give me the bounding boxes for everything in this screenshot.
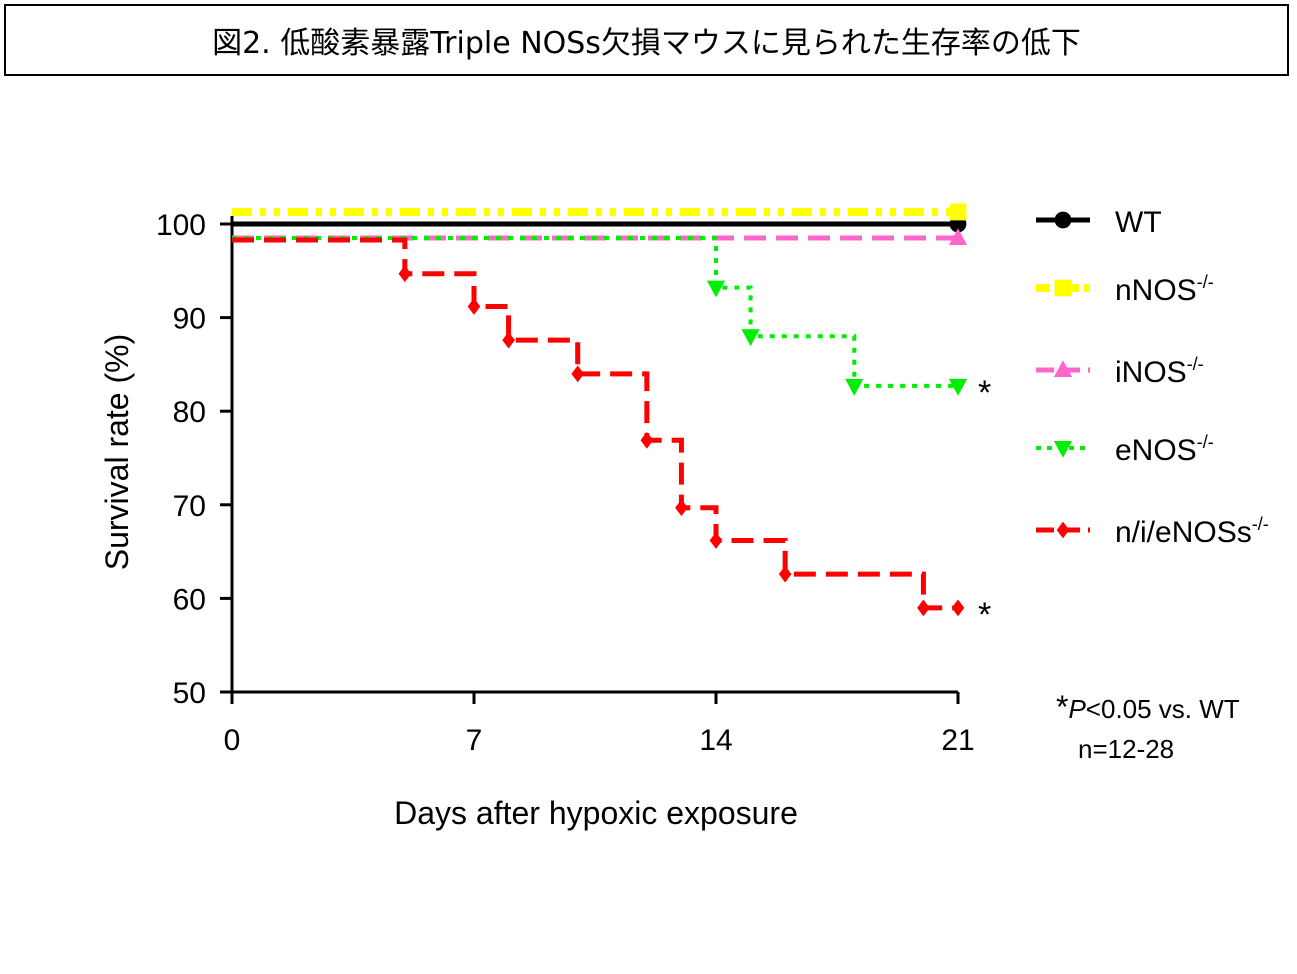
legend-label: WT xyxy=(1115,206,1162,239)
legend-marker xyxy=(1053,360,1073,377)
x-tick-label: 7 xyxy=(466,724,483,757)
x-tick-label: 0 xyxy=(224,724,241,757)
series-layer: ** xyxy=(232,203,991,634)
data-point xyxy=(398,265,412,283)
legend-marker xyxy=(1056,521,1070,539)
data-point xyxy=(951,599,965,617)
x-tick-label: 14 xyxy=(699,724,732,757)
data-point xyxy=(741,329,760,347)
data-point xyxy=(845,378,864,396)
series-n-i-enoss xyxy=(232,237,965,617)
n-note: n=12-28 xyxy=(1078,734,1174,764)
data-point xyxy=(640,431,654,449)
legend-item-nnos: nNOS-/- xyxy=(1036,272,1214,307)
figure-title: 図2. 低酸素暴露Triple NOSs欠損マウスに見られた生存率の低下 xyxy=(4,4,1289,76)
x-tick-label: 21 xyxy=(941,724,974,757)
legend-marker xyxy=(1053,441,1073,458)
significance-star: * xyxy=(978,374,991,412)
legend-marker xyxy=(1054,211,1072,229)
y-tick-label: 70 xyxy=(173,490,206,523)
data-point xyxy=(571,365,585,383)
y-tick-label: 90 xyxy=(173,303,206,336)
legend-label: eNOS-/- xyxy=(1115,432,1214,467)
legend-item-n-i-enoss: n/i/eNOSs-/- xyxy=(1036,514,1269,549)
y-tick-label: 50 xyxy=(173,677,206,710)
significance-star: * xyxy=(978,596,991,634)
y-tick-label: 100 xyxy=(156,209,206,242)
data-point xyxy=(948,378,968,396)
data-point xyxy=(502,331,515,349)
pvalue-note: *P<0.05 vs. WT xyxy=(1056,689,1240,725)
data-point xyxy=(948,228,968,245)
data-point xyxy=(675,499,688,517)
axes: 50 60 70 80 90 100 0 7 14 21 xyxy=(156,209,975,757)
legend-label: n/i/eNOSs-/- xyxy=(1115,514,1269,549)
legend-item-wt: WT xyxy=(1036,206,1162,239)
legend: WT nNOS-/- iNOS-/- eNOS-/- n/i/eNOSs-/- xyxy=(1036,206,1269,549)
legend-label: iNOS-/- xyxy=(1115,354,1204,389)
series-wt xyxy=(232,215,967,233)
data-point xyxy=(778,565,792,583)
legend-marker xyxy=(1054,279,1072,297)
x-axis-label: Days after hypoxic exposure xyxy=(394,795,798,831)
series-line xyxy=(232,237,958,611)
legend-label: nNOS-/- xyxy=(1115,272,1214,307)
y-tick-label: 60 xyxy=(173,583,206,616)
y-tick-label: 80 xyxy=(173,396,206,429)
series-line xyxy=(232,236,958,388)
data-point xyxy=(706,280,726,298)
data-point xyxy=(709,532,723,549)
legend-item-inos: iNOS-/- xyxy=(1036,354,1204,389)
data-point xyxy=(917,599,930,617)
data-point xyxy=(949,203,967,221)
series-enos xyxy=(232,236,968,396)
data-point xyxy=(467,298,481,315)
y-axis-label: Survival rate (%) xyxy=(99,334,135,571)
series-nnos xyxy=(232,203,967,221)
legend-item-enos: eNOS-/- xyxy=(1036,432,1214,467)
